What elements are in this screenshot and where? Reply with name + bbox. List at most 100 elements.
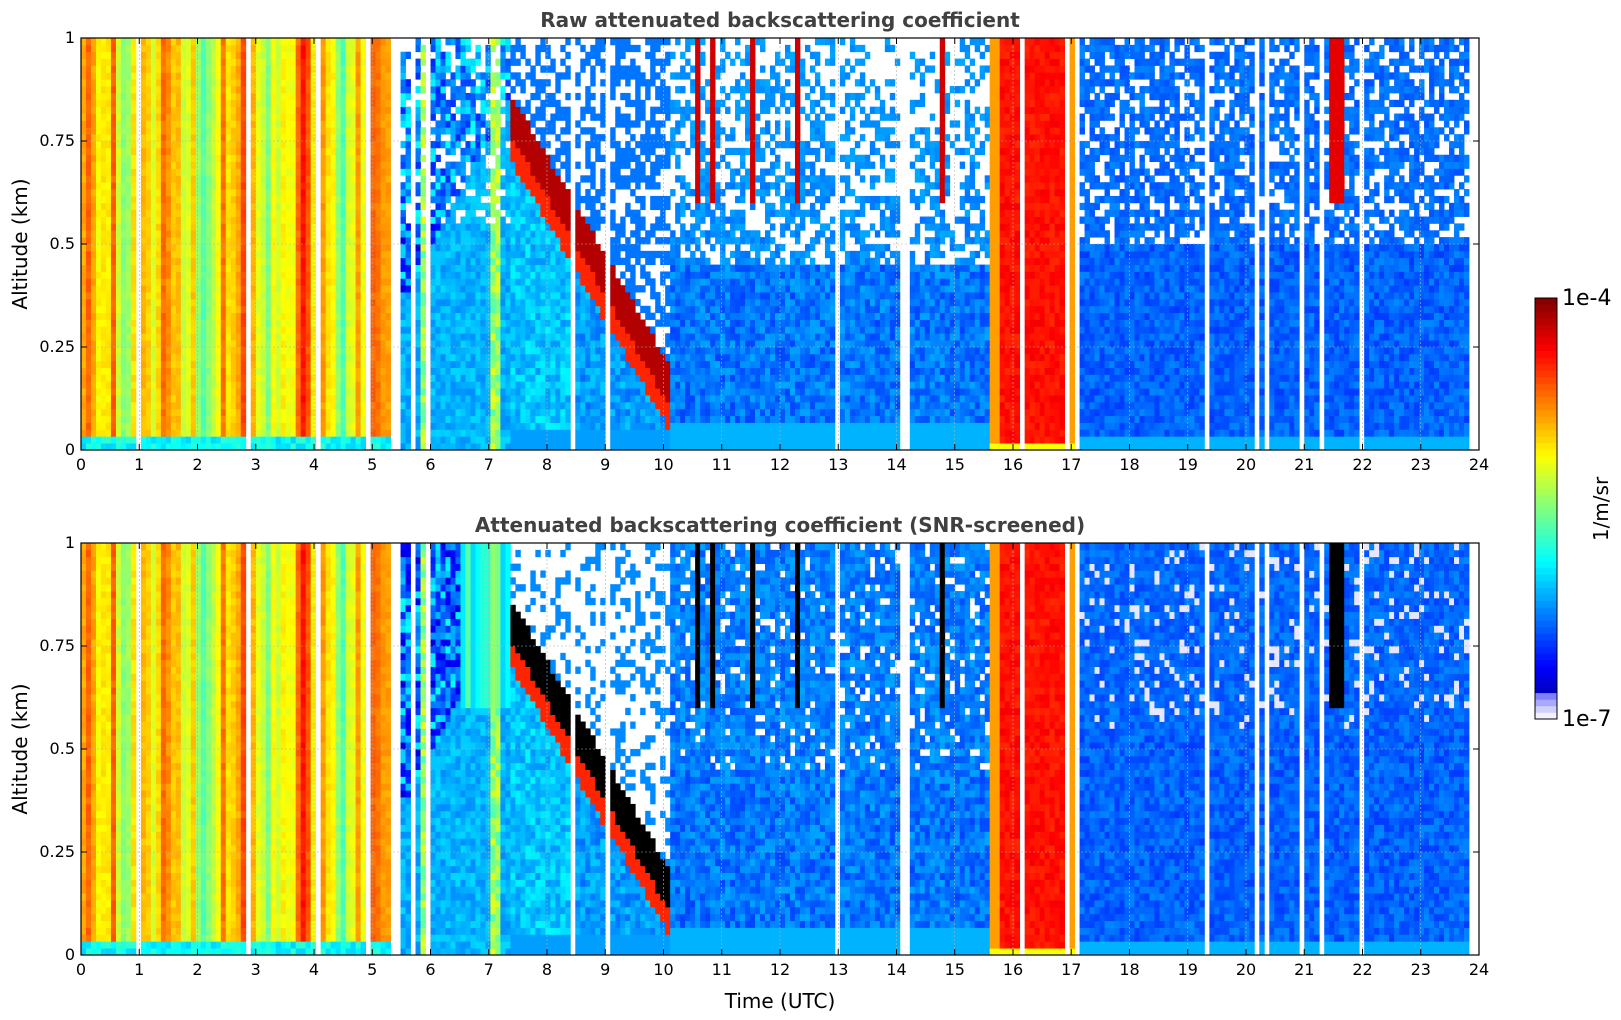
- heatmap-cell: [370, 92, 376, 101]
- heatmap-cell: [170, 292, 177, 300]
- heatmap-cell: [85, 278, 92, 286]
- heatmap-cell: [380, 381, 386, 389]
- heatmap-cell: [165, 319, 172, 327]
- heatmap-cell: [330, 312, 337, 320]
- heatmap-cell: [190, 72, 197, 80]
- heatmap-cell: [515, 44, 521, 53]
- heatmap-cell: [305, 237, 312, 245]
- heatmap-cell: [235, 353, 242, 362]
- heatmap-cell: [310, 298, 317, 307]
- heatmap-cell: [145, 86, 152, 94]
- heatmap-cell: [145, 436, 152, 444]
- heatmap-cell: [450, 408, 456, 417]
- heatmap-cell: [235, 250, 242, 259]
- heatmap-cell: [360, 99, 366, 108]
- heatmap-cell: [465, 113, 471, 121]
- heatmap-cell: [205, 161, 212, 169]
- heatmap-cell: [340, 44, 347, 53]
- heatmap-cell: [130, 381, 137, 389]
- heatmap-cell: [140, 298, 147, 307]
- heatmap-cell: [515, 202, 521, 211]
- heatmap-cell: [450, 278, 456, 286]
- heatmap-cell: [90, 189, 97, 197]
- heatmap-cell: [235, 161, 242, 169]
- heatmap-cell: [450, 79, 456, 87]
- heatmap-cell: [105, 333, 112, 341]
- heatmap-cell: [275, 86, 282, 94]
- heatmap-cell: [300, 202, 307, 211]
- heatmap-cell: [225, 161, 232, 169]
- heatmap-cell: [155, 216, 162, 224]
- heatmap-cell: [400, 154, 406, 162]
- heatmap-cell: [515, 278, 521, 286]
- heatmap-cell: [120, 353, 127, 362]
- heatmap-cell: [400, 120, 406, 128]
- heatmap-cell: [240, 161, 247, 169]
- heatmap-cell: [235, 319, 242, 327]
- heatmap-cell: [375, 415, 381, 423]
- heatmap-cell: [485, 223, 491, 231]
- heatmap-cell: [455, 106, 461, 114]
- heatmap-cell: [130, 38, 137, 46]
- heatmap-cell: [320, 408, 327, 417]
- heatmap-cell: [180, 237, 187, 245]
- heatmap-cell: [310, 72, 317, 80]
- heatmap-cell: [160, 120, 167, 128]
- heatmap-cell: [225, 271, 232, 279]
- heatmap-cell: [515, 168, 521, 176]
- heatmap-cell: [550, 374, 556, 382]
- heatmap-cell: [475, 244, 481, 252]
- heatmap-cell: [350, 209, 356, 217]
- heatmap-cell: [325, 202, 332, 211]
- heatmap-cell: [505, 326, 511, 334]
- heatmap-cell: [345, 189, 352, 197]
- heatmap-cell: [475, 230, 481, 238]
- heatmap-cell: [375, 65, 381, 73]
- heatmap-cell: [485, 120, 491, 128]
- heatmap-cell: [165, 168, 172, 176]
- heatmap-cell: [460, 92, 466, 101]
- heatmap-cell: [250, 319, 257, 327]
- heatmap-cell: [420, 340, 426, 348]
- heatmap-cell: [295, 326, 302, 334]
- heatmap-cell: [450, 285, 456, 293]
- heatmap-cell: [520, 381, 526, 389]
- heatmap-cell: [120, 333, 127, 341]
- heatmap-cell: [345, 92, 352, 101]
- heatmap-cell: [120, 319, 127, 327]
- heatmap-cell: [170, 38, 177, 46]
- heatmap-cell: [440, 333, 446, 341]
- heatmap-cell: [385, 340, 391, 348]
- heatmap-cell: [325, 44, 332, 53]
- heatmap-cell: [160, 395, 167, 403]
- heatmap-cell: [490, 202, 496, 211]
- heatmap-cell: [345, 312, 352, 320]
- heatmap-cell: [490, 388, 496, 396]
- heatmap-cell: [445, 168, 451, 176]
- heatmap-cell: [525, 298, 531, 307]
- heatmap-cell: [155, 113, 162, 121]
- heatmap-cell: [295, 38, 302, 46]
- heatmap-cell: [520, 154, 526, 162]
- heatmap-cell: [405, 381, 411, 389]
- heatmap-cell: [230, 264, 237, 272]
- heatmap-cell: [345, 374, 352, 382]
- heatmap-cell: [200, 250, 207, 259]
- heatmap-cell: [475, 436, 481, 444]
- heatmap-cell: [475, 340, 481, 348]
- heatmap-cell: [370, 72, 376, 80]
- heatmap-cell: [200, 113, 207, 121]
- heatmap-cell: [220, 298, 227, 307]
- heatmap-cell: [465, 72, 471, 80]
- heatmap-cell: [535, 230, 541, 238]
- heatmap-cell: [480, 202, 486, 211]
- heatmap-cell: [530, 244, 536, 252]
- heatmap-cell: [520, 305, 526, 314]
- heatmap-cell: [355, 120, 361, 128]
- heatmap-cell: [250, 147, 257, 156]
- heatmap-cell: [355, 175, 361, 183]
- heatmap-cell: [355, 360, 361, 368]
- heatmap-cell: [81, 244, 87, 252]
- heatmap-cell: [125, 58, 132, 66]
- heatmap-cell: [430, 381, 436, 389]
